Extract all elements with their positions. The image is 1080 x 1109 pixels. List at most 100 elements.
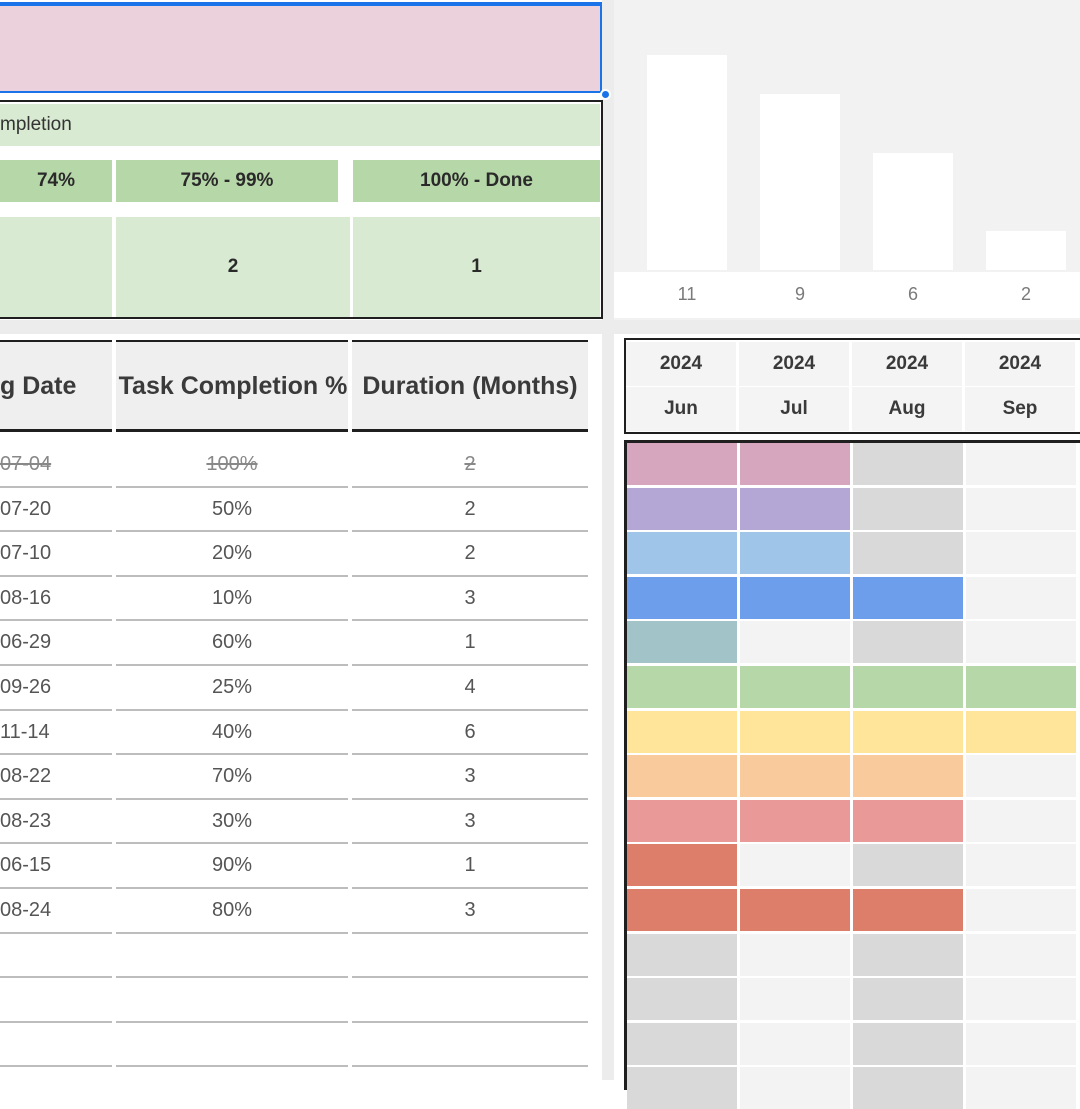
gantt-cell[interactable] [740, 978, 850, 1021]
gantt-cell[interactable] [740, 532, 850, 575]
table-cell-pct[interactable]: 90% [211, 854, 253, 877]
table-cell-date[interactable]: 07-10 [0, 542, 52, 565]
table-cell-pct[interactable]: 40% [211, 720, 253, 743]
gantt-cell[interactable] [740, 1022, 850, 1065]
table-cell-date[interactable]: 11-14 [0, 720, 50, 743]
gantt-cell[interactable] [627, 933, 737, 976]
gantt-cell[interactable] [853, 1067, 963, 1109]
table-cell-dur[interactable]: 3 [464, 765, 476, 788]
gantt-cell[interactable] [853, 576, 963, 619]
gantt-cell[interactable] [627, 1067, 737, 1109]
header-date[interactable]: g Date [0, 340, 112, 432]
gantt-cell[interactable] [627, 755, 737, 798]
gantt-cell[interactable] [740, 889, 850, 931]
gantt-cell[interactable] [966, 532, 1076, 575]
gantt-cell[interactable] [966, 889, 1076, 931]
fill-handle[interactable] [600, 89, 611, 100]
gantt-cell[interactable] [627, 710, 737, 753]
table-cell-date[interactable]: 06-29 [0, 631, 52, 654]
gantt-cell[interactable] [853, 755, 963, 798]
gantt-cell[interactable] [740, 487, 850, 530]
gantt-cell[interactable] [966, 443, 1076, 485]
table-cell-date[interactable]: 09-26 [0, 676, 52, 698]
table-cell-pct[interactable]: 80% [211, 899, 253, 921]
gantt-cell[interactable] [966, 844, 1076, 887]
gantt-cell[interactable] [627, 621, 737, 664]
gantt-cell[interactable] [966, 755, 1076, 798]
gantt-cell[interactable] [740, 799, 850, 842]
gantt-cell[interactable] [853, 933, 963, 976]
table-cell-pct[interactable]: 10% [211, 586, 253, 609]
table-cell-date[interactable]: 06-15 [0, 854, 52, 877]
table-cell-date[interactable]: 08-22 [0, 765, 52, 788]
table-cell-date[interactable]: 07-20 [0, 497, 52, 520]
table-cell-dur[interactable]: 2 [464, 453, 476, 475]
summary-gap [0, 202, 600, 217]
gantt-cell[interactable] [966, 621, 1076, 664]
gantt-cell[interactable] [966, 1067, 1076, 1109]
gantt-cell[interactable] [966, 710, 1076, 753]
gantt-cell[interactable] [966, 487, 1076, 530]
selected-cell[interactable] [0, 2, 602, 93]
gantt-cell[interactable] [627, 889, 737, 931]
table-cell-pct[interactable]: 60% [211, 631, 253, 654]
gantt-cell[interactable] [627, 799, 737, 842]
table-cell-dur[interactable]: 3 [464, 586, 476, 609]
table-cell-dur[interactable]: 3 [464, 899, 476, 921]
gantt-cell[interactable] [627, 487, 737, 530]
table-cell-pct[interactable]: 20% [211, 542, 253, 565]
gantt-cell[interactable] [740, 621, 850, 664]
gantt-cell[interactable] [740, 933, 850, 976]
table-cell-dur[interactable]: 3 [464, 809, 476, 832]
table-cell-pct[interactable]: 30% [211, 809, 253, 832]
gantt-cell[interactable] [627, 844, 737, 887]
gantt-cell[interactable] [853, 844, 963, 887]
gantt-cell[interactable] [853, 487, 963, 530]
gantt-cell[interactable] [740, 710, 850, 753]
gantt-cell[interactable] [966, 666, 1076, 708]
gantt-cell[interactable] [740, 844, 850, 887]
gantt-cell[interactable] [740, 443, 850, 485]
table-cell-pct[interactable]: 100% [206, 453, 258, 475]
gantt-cell[interactable] [853, 666, 963, 708]
table-cell-dur[interactable]: 4 [464, 676, 476, 698]
gantt-cell[interactable] [966, 576, 1076, 619]
gantt-cell[interactable] [627, 978, 737, 1021]
gantt-cell[interactable] [740, 666, 850, 708]
gantt-cell[interactable] [853, 799, 963, 842]
table-cell-dur[interactable]: 6 [464, 720, 476, 743]
gantt-cell[interactable] [627, 1022, 737, 1065]
gantt-cell[interactable] [740, 1067, 850, 1109]
gantt-cell[interactable] [853, 1022, 963, 1065]
gantt-cell[interactable] [966, 799, 1076, 842]
table-cell-pct[interactable]: 70% [211, 765, 253, 788]
gantt-cell[interactable] [966, 1022, 1076, 1065]
table-cell-pct[interactable]: 50% [211, 497, 253, 520]
gantt-cell[interactable] [853, 710, 963, 753]
gantt-cell[interactable] [627, 443, 737, 485]
gantt-cell[interactable] [853, 889, 963, 931]
table-cell-dur[interactable]: 2 [464, 497, 476, 520]
gantt-cell[interactable] [853, 532, 963, 575]
gantt-cell[interactable] [627, 666, 737, 708]
gantt-cell[interactable] [853, 443, 963, 485]
table-cell-dur[interactable]: 1 [464, 631, 476, 654]
gantt-cell[interactable] [966, 933, 1076, 976]
gantt-cell[interactable] [853, 978, 963, 1021]
table-cell-date[interactable]: 08-24 [0, 899, 52, 921]
table-cell-dur[interactable]: 2 [464, 542, 476, 565]
gantt-cell[interactable] [627, 576, 737, 619]
header-task-completion[interactable]: Task Completion % [116, 340, 350, 432]
table-cell-dur[interactable]: 1 [464, 854, 476, 877]
gantt-cell[interactable] [627, 532, 737, 575]
table-cell-pct[interactable]: 25% [211, 676, 253, 698]
gantt-cell[interactable] [740, 755, 850, 798]
table-cell-date[interactable]: 08-16 [0, 586, 52, 609]
table-cell-date[interactable]: 08-23 [0, 809, 52, 832]
gantt-cell[interactable] [853, 621, 963, 664]
gantt-cell[interactable] [740, 576, 850, 619]
row-divider [116, 1065, 348, 1068]
gantt-cell[interactable] [966, 978, 1076, 1021]
table-cell-date[interactable]: 07-04 [0, 453, 52, 475]
header-duration[interactable]: Duration (Months) [352, 340, 588, 432]
